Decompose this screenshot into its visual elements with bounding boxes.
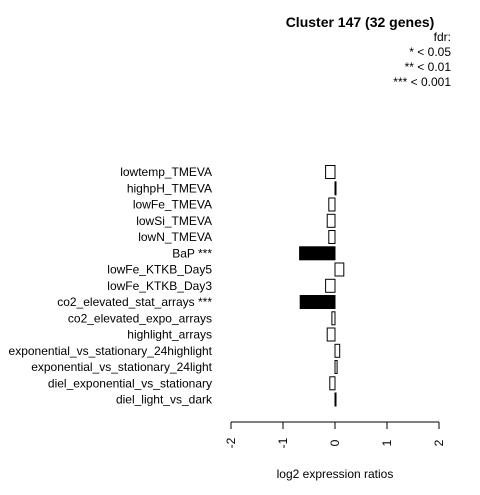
bar (331, 311, 336, 326)
legend-entry-fdr-001: ** < 0.01 (404, 60, 451, 74)
bar (325, 165, 336, 179)
bar (334, 343, 341, 358)
category-label: highpH_TMEVA (127, 181, 212, 195)
bar (334, 262, 345, 277)
x-tick-label: 1 (380, 439, 394, 446)
category-label: lowtemp_TMEVA (120, 165, 212, 179)
legend-title: fdr: (433, 30, 451, 44)
legend-entry-fdr-0001: *** < 0.001 (393, 75, 451, 89)
legend-entry-fdr-005: * < 0.05 (409, 45, 451, 59)
category-label: co2_elevated_expo_arrays (68, 311, 212, 325)
bar (334, 392, 337, 407)
bar (334, 360, 338, 374)
category-label: BaP *** (172, 246, 212, 260)
bar (326, 213, 336, 228)
bar (328, 197, 336, 212)
x-tick-label: -1 (276, 437, 290, 448)
category-label: co2_elevated_stat_arrays *** (57, 295, 212, 309)
bar (334, 181, 337, 196)
category-label: lowFe_KTKB_Day3 (107, 279, 212, 293)
category-label: lowFe_TMEVA (133, 198, 212, 212)
category-label: diel_light_vs_dark (116, 393, 213, 407)
category-label: exponential_vs_stationary_24highlight (9, 344, 213, 358)
category-label: lowFe_KTKB_Day5 (107, 263, 212, 277)
x-tick-label: -2 (224, 437, 238, 448)
category-label: diel_exponential_vs_stationary (48, 376, 212, 390)
chart-title: Cluster 147 (32 genes) (285, 14, 435, 30)
category-label: lowSi_TMEVA (136, 214, 212, 228)
bar (299, 246, 336, 261)
x-tick-label: 0 (328, 439, 342, 446)
chart-legend: fdr: * < 0.05 ** < 0.01 *** < 0.001 (393, 30, 451, 90)
category-label: exponential_vs_stationary_24light (31, 360, 212, 374)
bar (329, 376, 336, 391)
category-label: lowN_TMEVA (138, 230, 212, 244)
bar (326, 327, 336, 342)
bar (299, 295, 336, 309)
category-label: highlight_arrays (127, 328, 212, 342)
x-tick-label: 2 (432, 439, 446, 446)
bar (325, 278, 336, 293)
x-axis-label: log2 expression ratios (276, 467, 394, 481)
bar (328, 230, 336, 244)
